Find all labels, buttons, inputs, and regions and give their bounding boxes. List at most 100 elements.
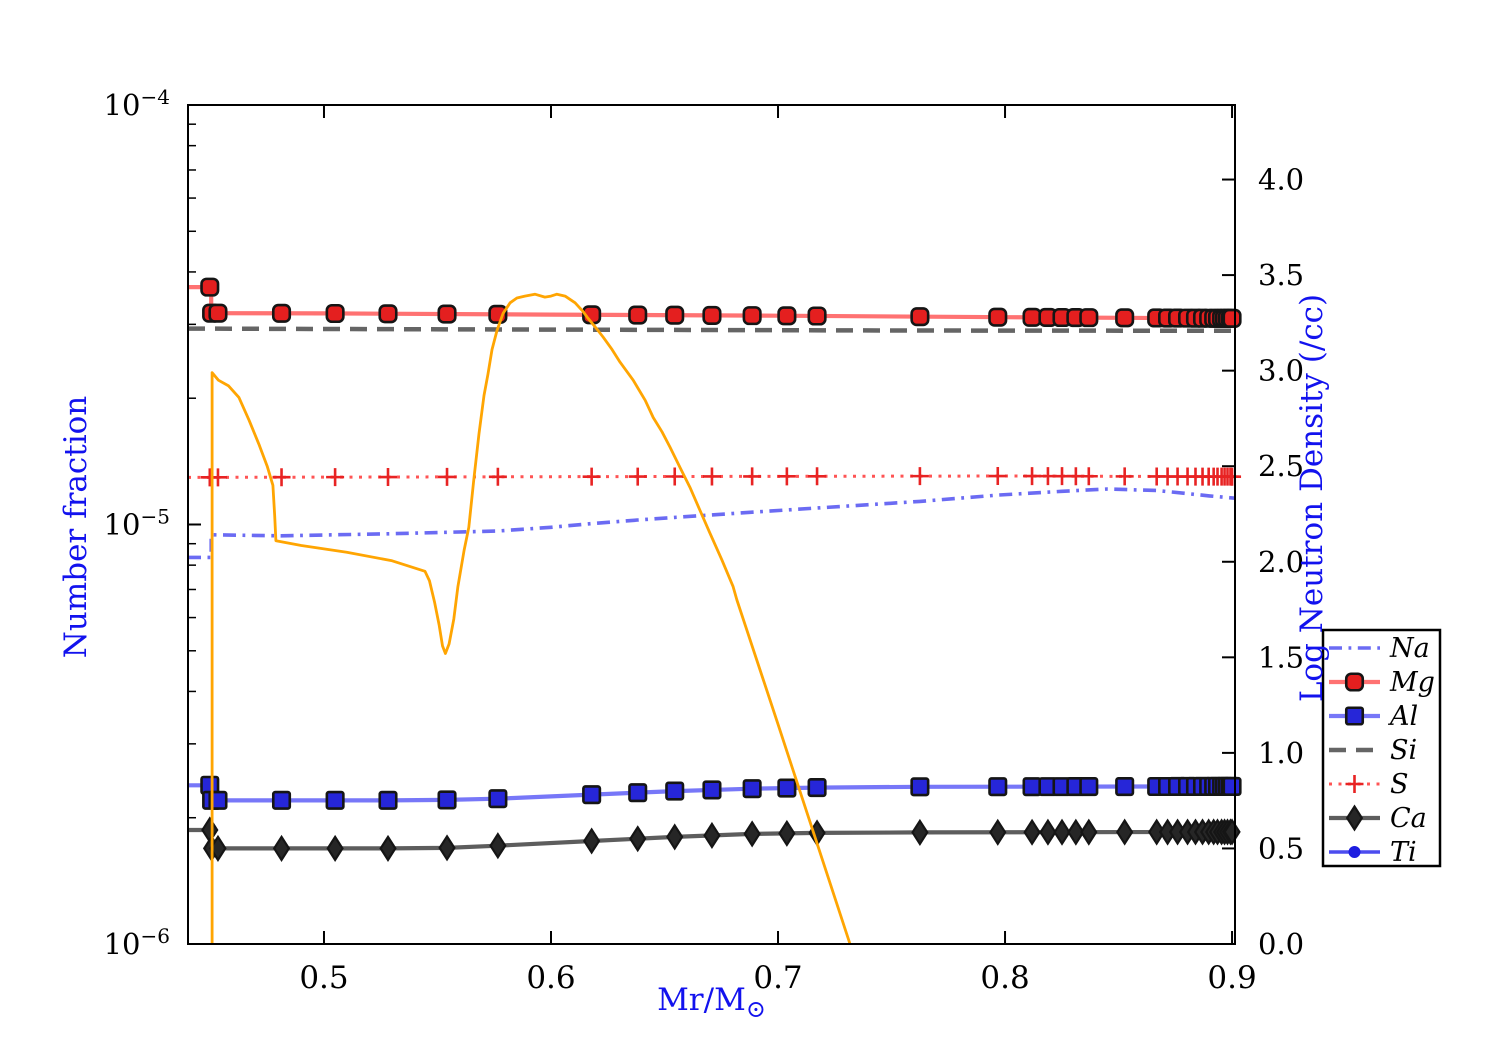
square-marker (665, 781, 685, 801)
diamond-marker (1053, 818, 1071, 846)
square-marker (1344, 706, 1365, 726)
legend-entry-Mg: Mg (1329, 667, 1435, 698)
square-marker (1079, 308, 1099, 328)
y-right-tick-label: 1.5 (1258, 640, 1304, 674)
square-marker (702, 780, 722, 800)
plus-marker (488, 467, 507, 486)
plus-marker (326, 468, 345, 487)
diamond-marker (272, 834, 291, 862)
square-marker (807, 306, 827, 326)
diamond-marker (489, 832, 507, 860)
diamond-marker (1023, 818, 1041, 846)
y-right-tick-label: 0.5 (1258, 831, 1304, 865)
plus-marker (1079, 467, 1098, 486)
y-right-axis-label: Log Neutron Density (/cc) (1294, 294, 1330, 702)
square-marker (437, 790, 457, 810)
plus-marker (988, 467, 1007, 486)
series-Si-line (187, 326, 1236, 334)
diamond-marker (1080, 818, 1098, 846)
legend-entry-Ti: Ti (1329, 837, 1417, 868)
diamond-marker (629, 825, 647, 853)
square-marker (200, 277, 220, 297)
x-tick-label: 0.7 (753, 960, 802, 996)
y-right-tick-label: 2.0 (1258, 545, 1304, 579)
square-marker (325, 303, 345, 324)
diamond-marker (326, 834, 344, 862)
legend-label-Ti: Ti (1390, 837, 1417, 868)
x-tick-label: 0.5 (299, 960, 348, 996)
diamond-marker (379, 834, 397, 862)
legend-label-S: S (1390, 769, 1409, 800)
diamond-marker (778, 819, 796, 847)
diamond-marker (1223, 818, 1241, 846)
square-marker (1344, 672, 1365, 692)
series-Mg-markers (200, 277, 1242, 328)
plus-marker (582, 467, 601, 486)
legend-entry-Si: Si (1329, 735, 1417, 766)
legend-entry-Ca: Ca (1329, 803, 1427, 834)
square-marker (665, 305, 685, 325)
y-right-tick-label: 2.5 (1258, 449, 1304, 483)
plus-marker (1223, 467, 1242, 486)
square-marker (582, 785, 602, 805)
square-marker (271, 303, 292, 323)
square-marker (378, 304, 398, 324)
circle-marker (1348, 846, 1361, 858)
legend-label-Ca: Ca (1390, 803, 1427, 834)
plus-marker (272, 468, 291, 487)
square-marker (1022, 777, 1042, 797)
square-marker (742, 306, 762, 326)
diamond-marker (1116, 818, 1134, 846)
y-left-tick-label: 10−5 (104, 505, 170, 542)
square-marker (1115, 776, 1135, 797)
y-left-tick-label: 10−4 (104, 85, 170, 122)
plus-marker (777, 467, 796, 486)
diamond-marker (989, 818, 1007, 846)
square-marker (1115, 308, 1135, 328)
series-Al-markers (200, 775, 1242, 810)
square-marker (1022, 307, 1042, 327)
legend-label-Al: Al (1387, 701, 1418, 732)
plus-marker (665, 467, 684, 486)
square-marker (488, 789, 508, 809)
y-right-tick-label: 4.0 (1258, 163, 1304, 197)
square-marker (271, 790, 292, 810)
square-marker (807, 778, 827, 798)
square-marker (628, 783, 648, 803)
diamond-marker (703, 821, 721, 850)
square-marker (1222, 308, 1242, 328)
square-marker (777, 778, 797, 798)
legend-entry-Al: Al (1329, 701, 1418, 732)
square-marker (628, 305, 648, 325)
square-marker (325, 790, 345, 810)
series-Ca-markers (201, 816, 1241, 862)
y-left-axis-label: Number fraction (58, 396, 94, 659)
series-S-markers (200, 467, 1242, 487)
plot-border (187, 104, 1236, 945)
x-tick-label: 0.9 (1207, 960, 1256, 996)
square-marker (208, 790, 228, 810)
legend-entry-Na: Na (1329, 633, 1430, 664)
square-marker (378, 790, 398, 810)
diamond-marker (582, 827, 601, 855)
square-marker (988, 307, 1008, 327)
square-marker (1079, 777, 1099, 797)
plus-marker (1023, 467, 1042, 486)
square-marker (1222, 776, 1242, 796)
plus-marker (808, 467, 827, 486)
square-marker (777, 306, 797, 326)
square-marker (988, 777, 1008, 797)
x-axis-label: Mr/M⊙ (657, 982, 766, 1023)
plus-marker (702, 467, 721, 486)
square-marker (910, 777, 930, 797)
diamond-marker (1039, 818, 1057, 846)
series-Na-line (188, 487, 1236, 560)
y-right-tick-label: 1.0 (1258, 736, 1304, 770)
diamond-marker (1067, 818, 1085, 846)
plus-marker (1345, 775, 1364, 793)
diamond-marker (911, 818, 929, 846)
square-marker (208, 303, 228, 323)
